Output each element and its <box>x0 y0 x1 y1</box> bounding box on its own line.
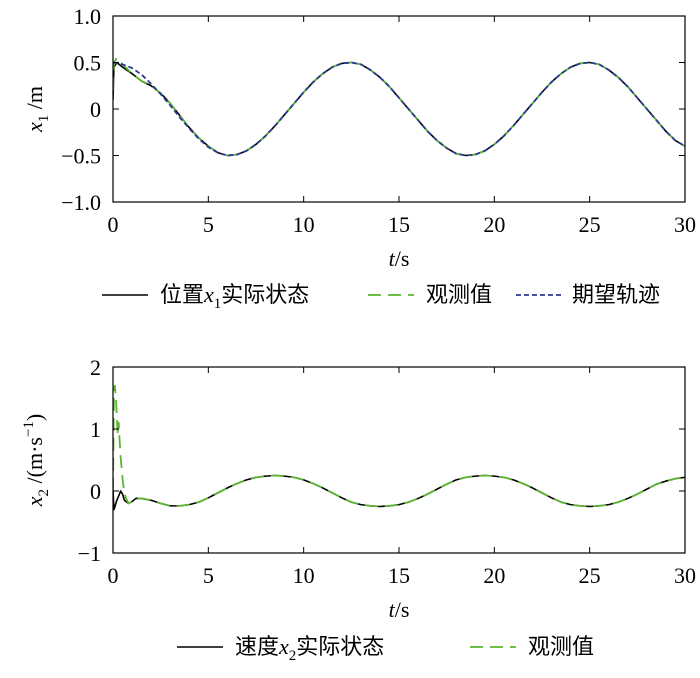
chart-2: 0 5 10 15 20 25 30210−1t/sx2 /(m·s−1)速度x2实际状态观… <box>21 355 696 664</box>
x-tick-label: 0 <box>108 563 119 588</box>
legend: 位置x1实际状态 观测值 期望轨迹 <box>102 282 660 312</box>
label-part: 2 <box>289 648 297 664</box>
x-tick-label: 5 <box>203 563 214 588</box>
legend-label-1: 速度x2实际状态 <box>235 634 384 664</box>
label-part: /(m·s <box>22 437 47 489</box>
label-part: t <box>389 246 396 271</box>
x-tick-label: 10 <box>293 563 315 588</box>
y-tick-label: −1 <box>78 541 101 566</box>
y-axis-label: x2 /(m·s−1) <box>21 414 52 508</box>
legend-label-3: 期望轨迹 <box>572 283 660 308</box>
x-tick-label: 20 <box>483 563 505 588</box>
label-part: ) <box>22 414 47 421</box>
label-part: 1 <box>36 115 52 123</box>
label-part: 速度 <box>235 635 279 660</box>
x-tick-label: 15 <box>388 212 410 237</box>
legend-label-2: 观测值 <box>426 283 492 308</box>
y-tick-label: 0.5 <box>74 51 102 76</box>
y-tick-label: 1.0 <box>74 4 102 29</box>
label-part: 实际状态 <box>296 635 384 660</box>
y-tick-label: 0 <box>90 479 101 504</box>
x-tick-label: 20 <box>483 212 505 237</box>
label-part: x <box>203 282 214 307</box>
label-part: x <box>22 122 47 133</box>
series-line-2 <box>113 56 685 157</box>
series-line-2 <box>113 384 685 508</box>
label-part: 观测值 <box>528 635 594 660</box>
x-tick-label: 15 <box>388 563 410 588</box>
legend-label-2: 观测值 <box>528 635 594 660</box>
series-line-1 <box>113 474 685 511</box>
x-tick-label: 25 <box>579 212 601 237</box>
label-part: 实际状态 <box>221 283 309 308</box>
label-part: 1 <box>214 296 222 312</box>
plot-frame <box>112 15 686 203</box>
label-part: 位置 <box>160 283 204 308</box>
label-part: x <box>22 496 47 507</box>
x-tick-label: 30 <box>674 563 696 588</box>
chart-1: 0 5 10 15 20 25 301.00.50−0.5−1.0t/sx1 /m位置x1实… <box>22 4 696 312</box>
label-part: t <box>389 597 396 622</box>
legend: 速度x2实际状态 观测值 <box>177 634 594 664</box>
x-axis-label: t/s <box>389 246 410 271</box>
label-part: x <box>278 634 289 659</box>
y-tick-label: −1.0 <box>61 190 101 215</box>
label-part: 期望轨迹 <box>572 283 660 308</box>
y-tick-label: 0 <box>90 97 101 122</box>
series-line-3 <box>113 61 685 157</box>
y-tick-label: 1 <box>90 417 101 442</box>
x-tick-label: 30 <box>674 212 696 237</box>
label-part: −1 <box>21 421 37 437</box>
y-tick-label: −0.5 <box>61 144 101 169</box>
y-axis-label: x1 /m <box>22 86 52 133</box>
label-part: /m <box>22 86 47 115</box>
x-tick-label: 25 <box>579 563 601 588</box>
label-part: 2 <box>36 489 52 497</box>
y-tick-label: 2 <box>90 355 101 380</box>
x-tick-label: 0 <box>108 212 119 237</box>
plot-frame <box>112 366 686 554</box>
legend-label-1: 位置x1实际状态 <box>160 282 309 312</box>
label-part: 观测值 <box>426 283 492 308</box>
x-tick-label: 5 <box>203 212 214 237</box>
x-axis-label: t/s <box>389 597 410 622</box>
series-line-1 <box>113 61 685 157</box>
label-part: /s <box>395 597 410 622</box>
x-tick-label: 10 <box>293 212 315 237</box>
label-part: /s <box>395 246 410 271</box>
